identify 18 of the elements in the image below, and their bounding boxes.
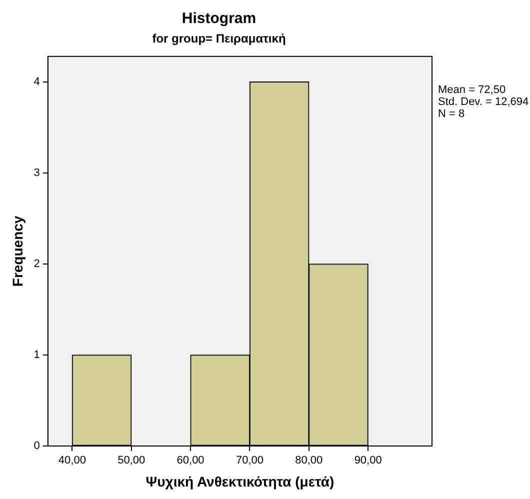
- y-axis-title: Frequency: [9, 216, 26, 287]
- x-tick-label: 40,00: [58, 454, 86, 467]
- y-tick-label: 2: [34, 258, 40, 270]
- x-tick-label: 50,00: [118, 454, 146, 467]
- text: Mean = 72,50: [438, 84, 506, 96]
- x-tick-label: 60,00: [176, 454, 204, 467]
- y-tick-label: 1: [34, 349, 40, 362]
- x-tick-label: 90,00: [354, 454, 382, 467]
- y-tick-label: 3: [34, 166, 40, 179]
- y-tick-label: 0: [34, 440, 40, 452]
- text: N = 8: [438, 108, 465, 120]
- x-tick-label: 70,00: [236, 454, 264, 467]
- x-axis-title: Ψυχική Ανθεκτικότητα (μετά): [146, 473, 334, 490]
- chart-subtitle: for group= Πειραματική: [152, 32, 286, 46]
- chart-title: Histogram: [182, 10, 256, 28]
- x-tick-label: 80,00: [295, 454, 323, 467]
- y-tick-label: 4: [34, 76, 40, 88]
- text: Std. Dev. = 12,694: [438, 96, 529, 108]
